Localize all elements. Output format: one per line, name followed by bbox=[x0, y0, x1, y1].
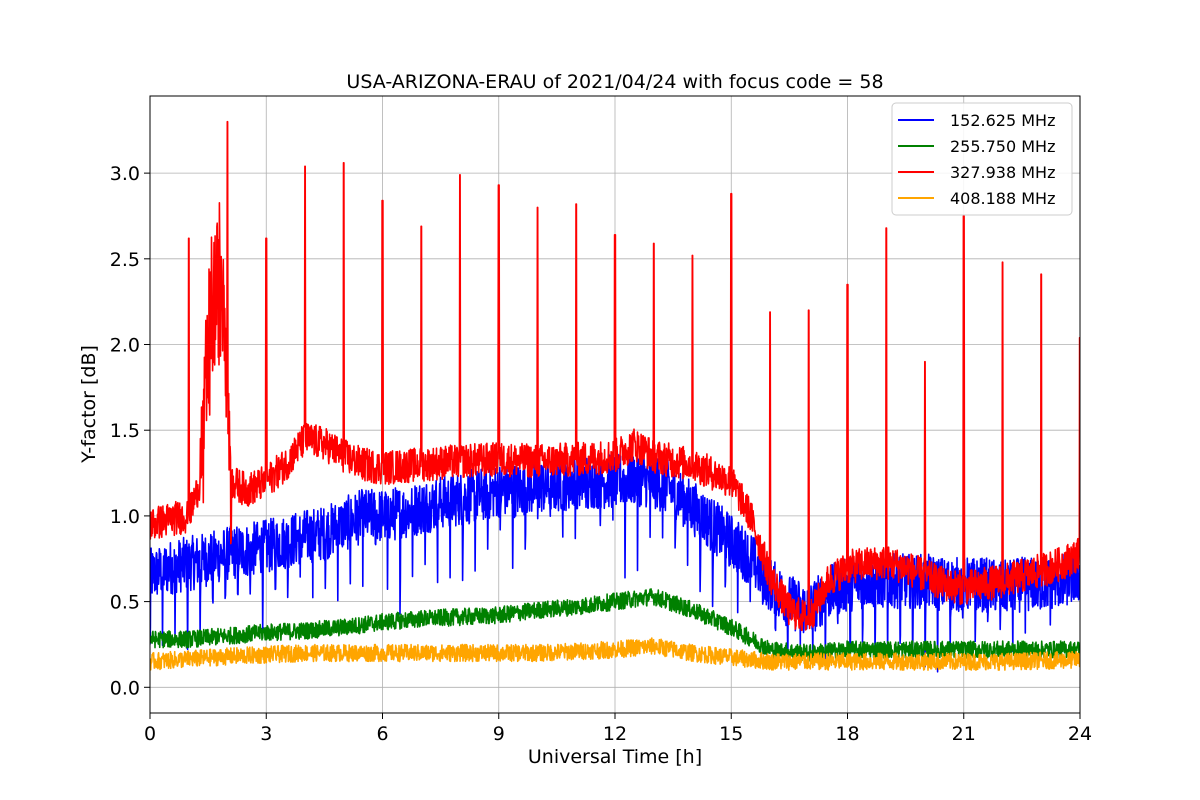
x-axis-label: Universal Time [h] bbox=[528, 746, 702, 768]
x-tick-label: 12 bbox=[603, 723, 627, 745]
series-lines bbox=[150, 120, 1080, 673]
y-tick-label: 2.5 bbox=[110, 249, 140, 271]
x-tick-label: 6 bbox=[376, 723, 388, 745]
legend-label: 408.188 MHz bbox=[950, 189, 1055, 208]
y-tick-label: 1.0 bbox=[110, 506, 140, 528]
legend: 152.625 MHz 255.750 MHz 327.938 MHz 408.188… bbox=[891, 102, 1073, 216]
x-tick-label: 24 bbox=[1068, 723, 1092, 745]
x-tick-label: 18 bbox=[835, 723, 859, 745]
y-axis-label: Y-factor [dB] bbox=[78, 345, 100, 464]
y-tick-label: 0.5 bbox=[110, 592, 140, 614]
x-tick-label: 15 bbox=[719, 723, 743, 745]
series-line-2 bbox=[150, 588, 1080, 662]
x-tick-label: 3 bbox=[260, 723, 272, 745]
legend-box bbox=[891, 102, 1073, 216]
legend-label: 152.625 MHz bbox=[950, 111, 1055, 130]
x-tick-label: 9 bbox=[493, 723, 505, 745]
x-tick-label: 0 bbox=[144, 723, 156, 745]
x-axis: 0 3 6 9 12 15 18 21 24 bbox=[144, 713, 1092, 745]
y-tick-label: 2.0 bbox=[110, 335, 140, 357]
series-line-4 bbox=[150, 637, 1080, 671]
y-tick-label: 1.5 bbox=[110, 420, 140, 442]
y-tick-label: 0.0 bbox=[110, 677, 140, 699]
chart-title: USA-ARIZONA-ERAU of 2021/04/24 with focu… bbox=[346, 71, 883, 93]
legend-label: 255.750 MHz bbox=[950, 137, 1055, 156]
series-line-3 bbox=[150, 120, 1080, 632]
y-tick-label: 3.0 bbox=[110, 163, 140, 185]
x-tick-label: 21 bbox=[952, 723, 976, 745]
legend-label: 327.938 MHz bbox=[950, 163, 1055, 182]
y-axis: 0.0 0.5 1.0 1.5 2.0 2.5 3.0 bbox=[110, 163, 150, 699]
